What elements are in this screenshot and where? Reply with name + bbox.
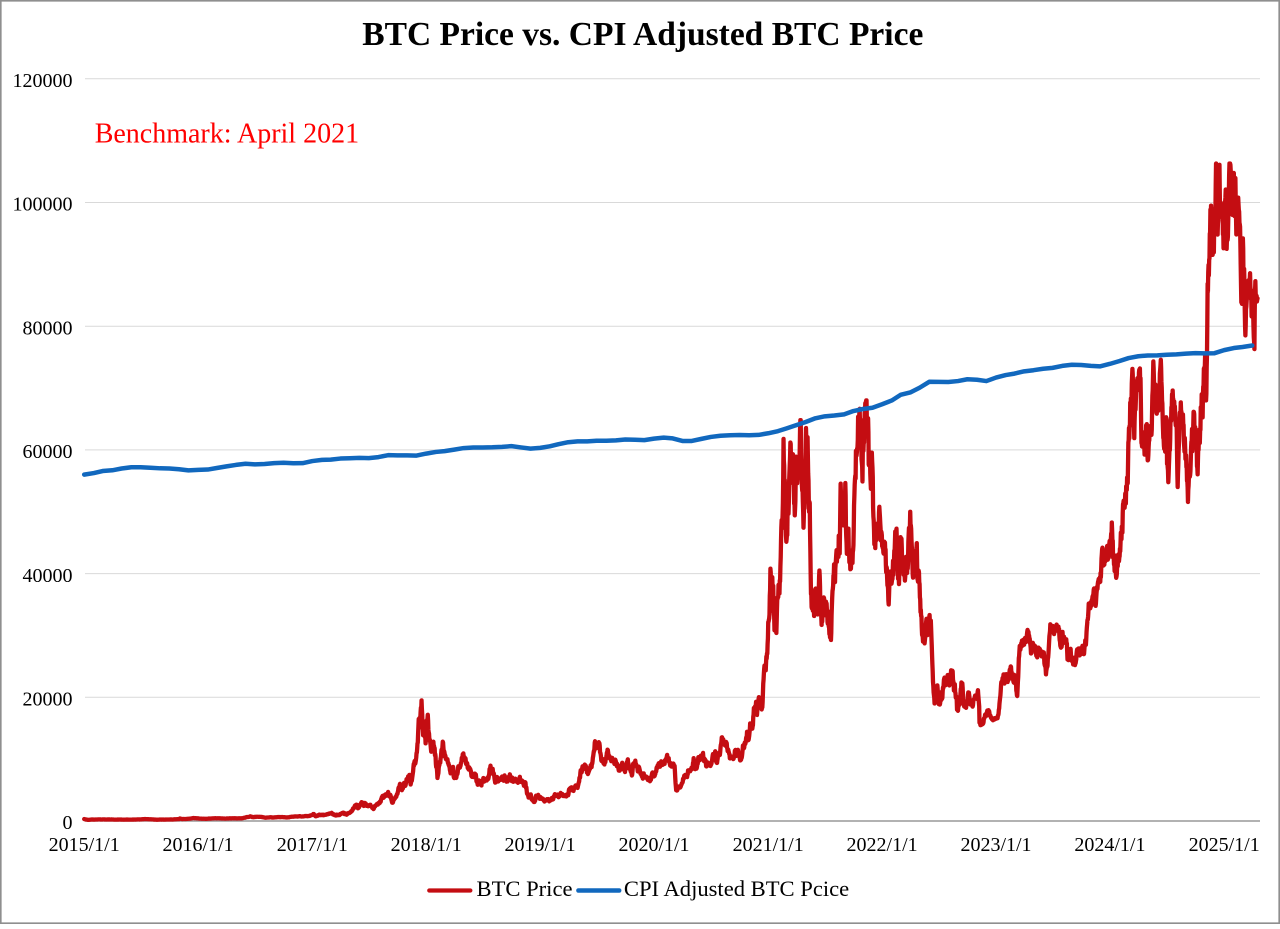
svg-text:20000: 20000 [23, 689, 73, 711]
svg-text:2017/1/1: 2017/1/1 [277, 834, 348, 856]
svg-text:2018/1/1: 2018/1/1 [391, 834, 462, 856]
svg-text:2024/1/1: 2024/1/1 [1074, 834, 1145, 856]
svg-text:BTC Price vs. CPI Adjusted BTC: BTC Price vs. CPI Adjusted BTC Price [362, 16, 923, 53]
svg-text:Benchmark: April 2021: Benchmark: April 2021 [95, 119, 359, 150]
svg-text:40000: 40000 [23, 565, 73, 587]
svg-text:2016/1/1: 2016/1/1 [163, 834, 234, 856]
svg-text:100000: 100000 [13, 194, 73, 216]
svg-text:120000: 120000 [13, 70, 73, 92]
svg-text:2022/1/1: 2022/1/1 [847, 834, 918, 856]
svg-text:2021/1/1: 2021/1/1 [733, 834, 804, 856]
svg-text:2025/1/1: 2025/1/1 [1189, 834, 1260, 856]
svg-text:2015/1/1: 2015/1/1 [49, 834, 120, 856]
svg-text:CPI Adjusted BTC Pcice: CPI Adjusted BTC Pcice [624, 876, 849, 901]
svg-text:80000: 80000 [23, 317, 73, 339]
svg-text:2019/1/1: 2019/1/1 [505, 834, 576, 856]
svg-text:2020/1/1: 2020/1/1 [618, 834, 689, 856]
svg-text:2023/1/1: 2023/1/1 [960, 834, 1031, 856]
svg-text:0: 0 [63, 812, 73, 834]
svg-text:60000: 60000 [23, 441, 73, 463]
svg-text:BTC Price: BTC Price [477, 876, 573, 901]
